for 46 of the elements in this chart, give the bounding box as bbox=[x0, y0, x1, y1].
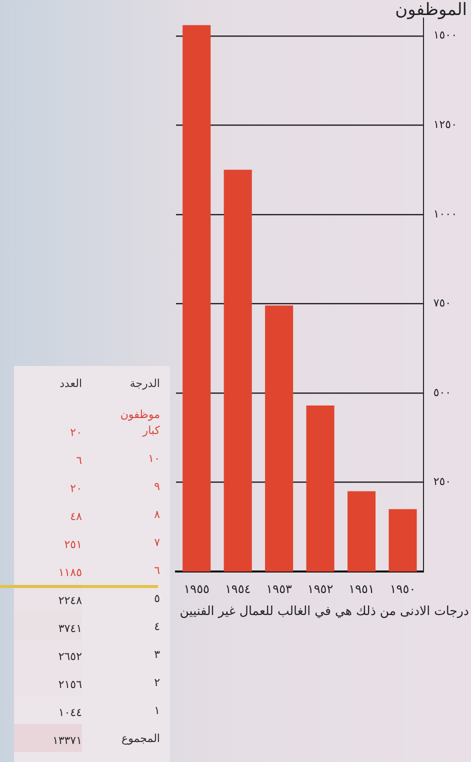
text: درجات الادنى من ذلك هي في الغالب للعمال غير الفنيين bbox=[180, 603, 469, 618]
x-tick-label: ١٩٥١ bbox=[348, 582, 374, 596]
y-tick-label: ٤ bbox=[154, 619, 160, 635]
y-tick-label: ٥ bbox=[154, 591, 160, 607]
y-tick-label: ١٥٠٠ bbox=[433, 28, 458, 42]
data-label: ١٠٤٤ bbox=[14, 696, 82, 724]
x-tick-label: ١٩٥٣ bbox=[266, 582, 293, 596]
y-tick-label: ٧٥٠ bbox=[433, 296, 452, 310]
y-tick-label: ٨ bbox=[154, 507, 160, 523]
y-tick-label: ٢٥٠ bbox=[433, 475, 452, 488]
data-label: ٢٠ bbox=[69, 481, 82, 497]
data-label: ٣٧٤١ bbox=[14, 612, 82, 640]
data-label: ٢٦٥٢ bbox=[14, 640, 82, 668]
y-axis-title: الموظفون bbox=[395, 0, 467, 20]
data-label: ٤٨ bbox=[69, 509, 82, 525]
x-tick-label: ١٩٥٠ bbox=[390, 582, 416, 596]
x-tick-label: العدد bbox=[58, 376, 82, 390]
bar bbox=[388, 509, 417, 572]
bar bbox=[348, 491, 376, 572]
y-tick-label: ٩ bbox=[154, 479, 160, 495]
bar bbox=[306, 406, 334, 572]
data-label: ٢٥١ bbox=[63, 537, 82, 553]
y-tick-label: ٧ bbox=[154, 535, 160, 551]
data-label: ٢٢٤٨ bbox=[14, 584, 82, 612]
y-tick-label: ١٢٥٠ bbox=[433, 118, 458, 132]
bar bbox=[265, 306, 294, 572]
bar bbox=[182, 25, 211, 572]
x-tick-label: ١٩٥٥ bbox=[184, 582, 210, 596]
data-label: ١١٨٥ bbox=[14, 556, 82, 584]
y-tick-label: موظفون كبار bbox=[119, 407, 160, 439]
data-label: ١٣٣٧١ bbox=[14, 724, 82, 752]
x-tick-label: ١٩٥٢ bbox=[307, 582, 334, 596]
y-tick-label: ١٠٠٠ bbox=[433, 207, 458, 220]
y-tick-label: ٣ bbox=[154, 647, 160, 663]
data-label: ٦ bbox=[75, 453, 82, 469]
y-tick-label: ٦ bbox=[154, 563, 160, 579]
y-tick-label: ١٠ bbox=[148, 451, 160, 467]
y-axis-title: الدرجة bbox=[128, 376, 160, 390]
y-tick-label: ٥٠٠ bbox=[433, 386, 452, 399]
data-label: ٢١٥٦ bbox=[14, 668, 82, 696]
bar bbox=[224, 170, 252, 572]
y-tick-label: ١ bbox=[154, 703, 160, 719]
y-tick-label: المجموع bbox=[122, 731, 160, 747]
data-label: ٢٠ bbox=[69, 425, 82, 441]
y-tick-label: ٢ bbox=[154, 675, 160, 691]
x-tick-label: ١٩٥٤ bbox=[224, 582, 251, 596]
